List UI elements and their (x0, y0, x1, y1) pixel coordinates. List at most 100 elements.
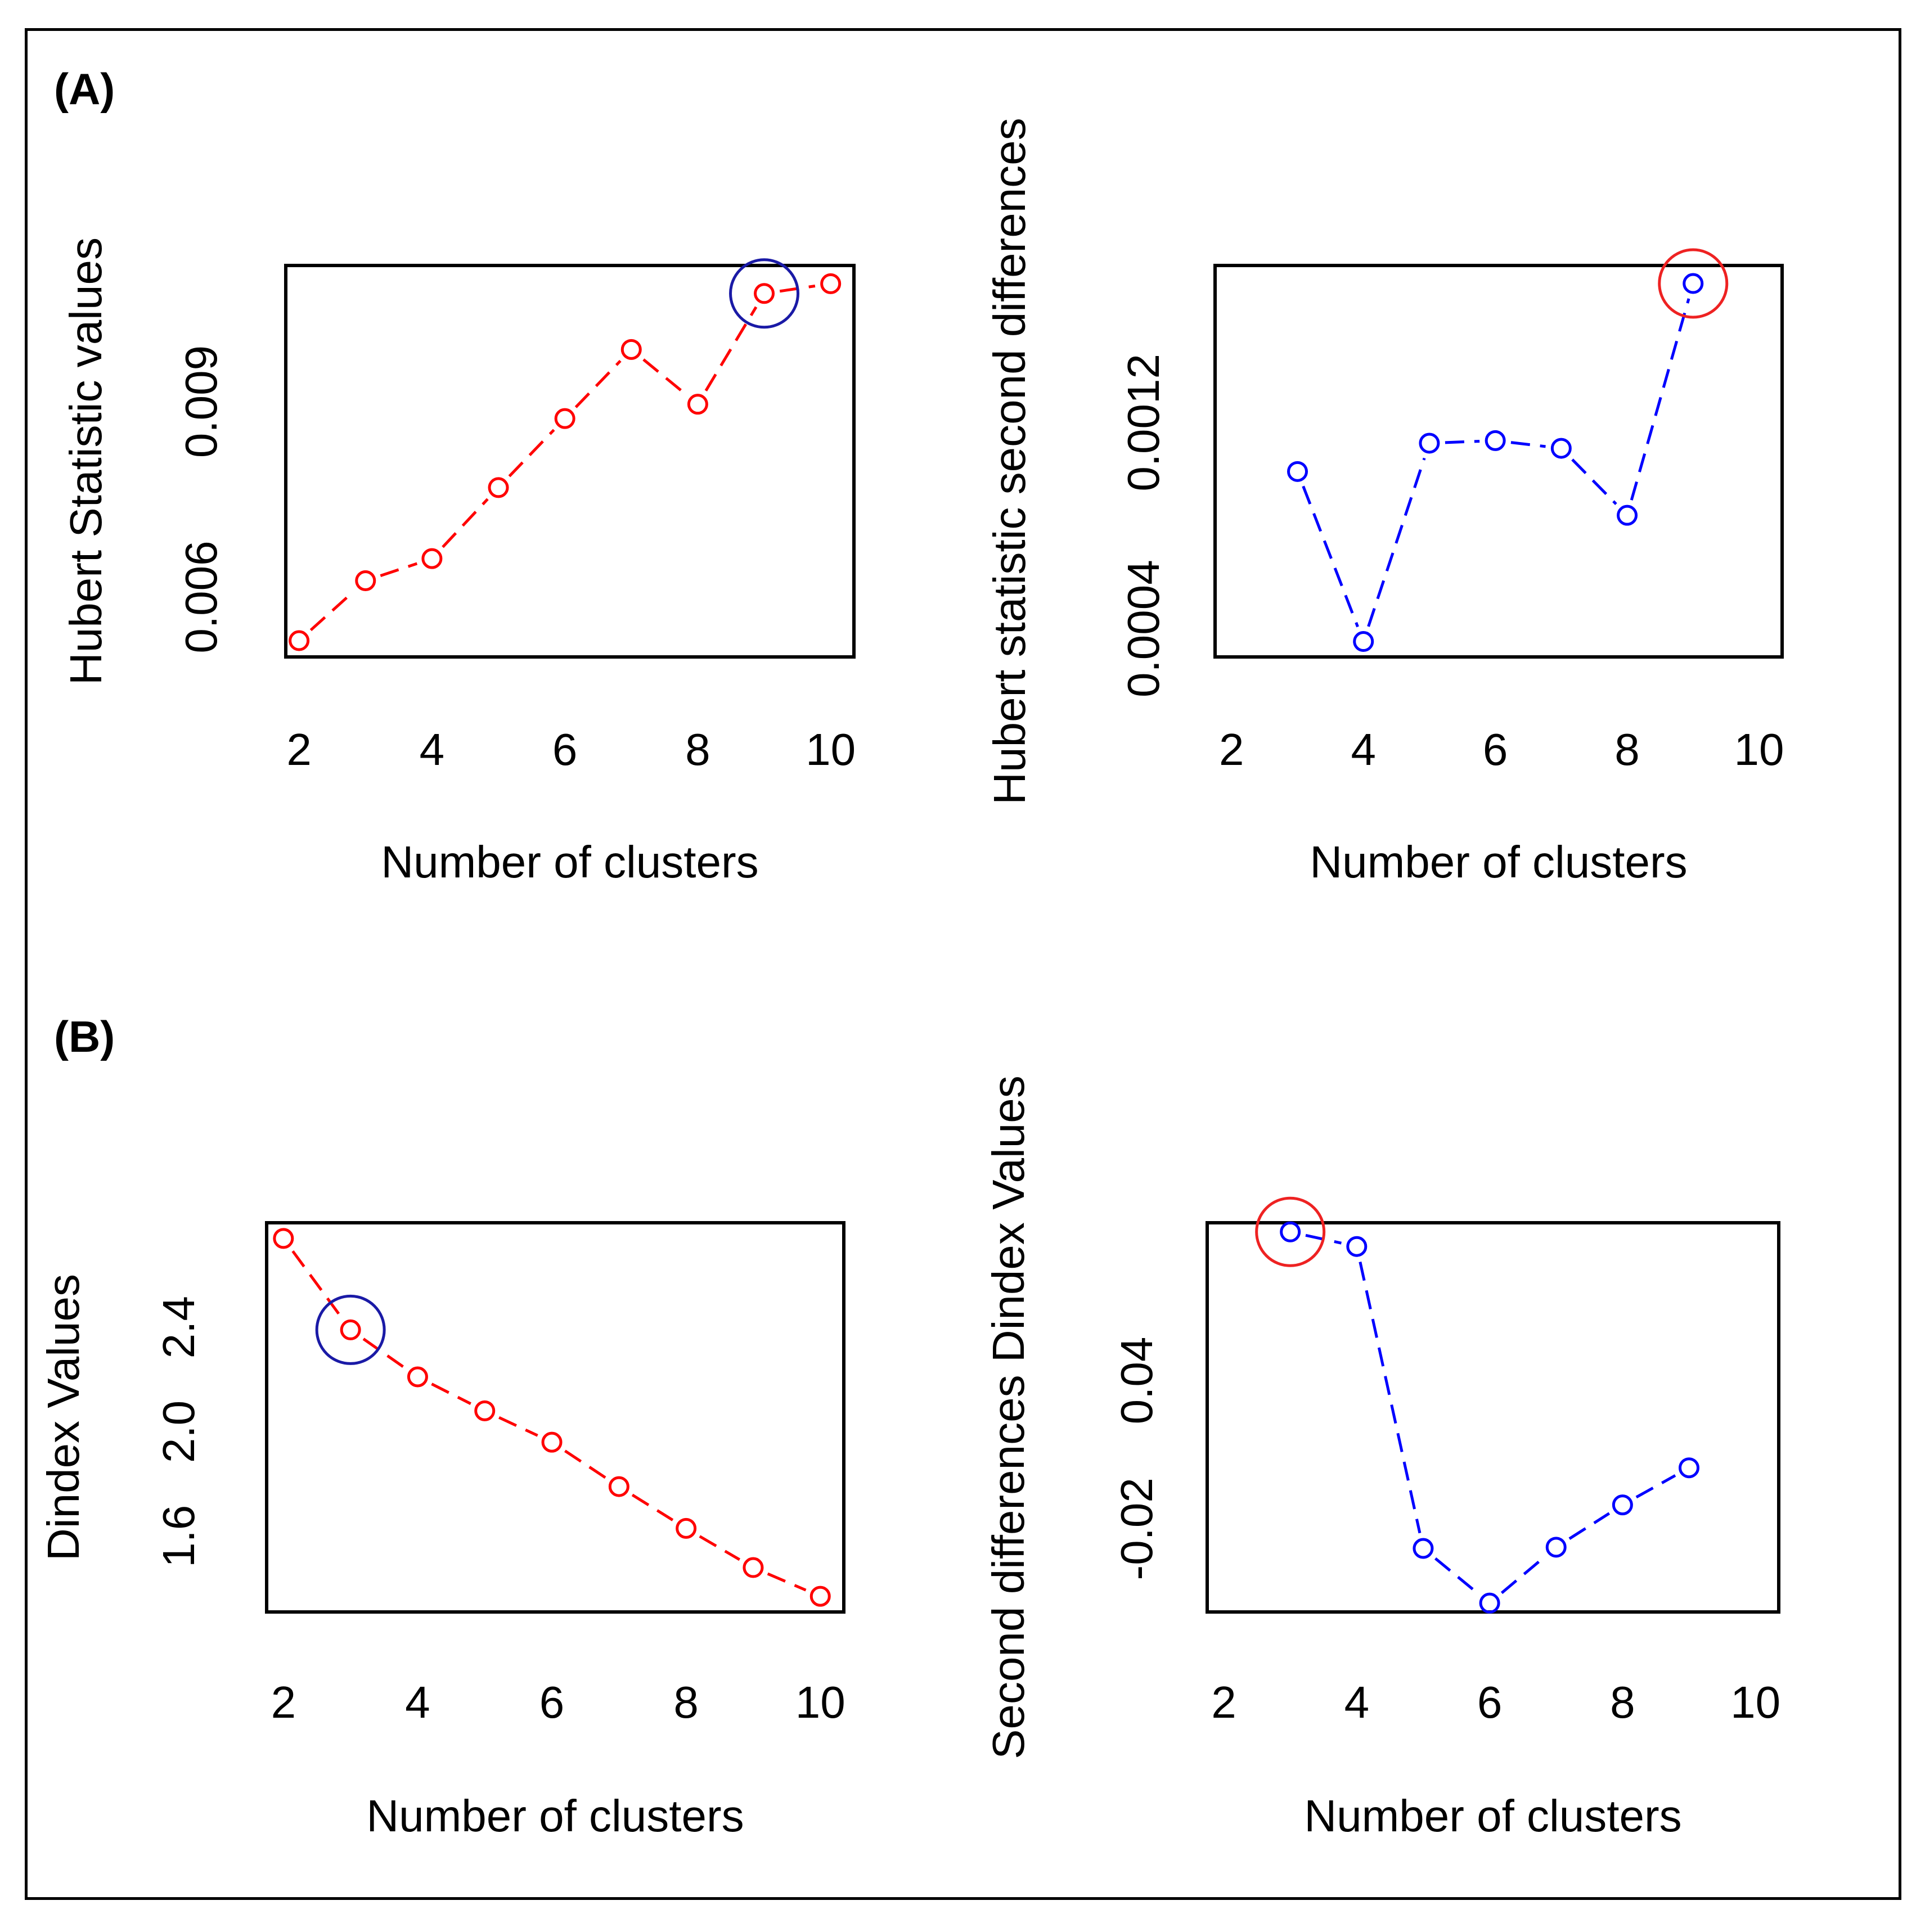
data-point (407, 1366, 428, 1388)
highlight-circle (315, 1294, 386, 1365)
series-segment (291, 1250, 343, 1318)
y-tick-label: 0.0012 (1118, 354, 1168, 492)
data-point (620, 339, 642, 360)
y-axis-label: Hubert statistic second differences (984, 118, 1035, 804)
x-tick-label: 2 (286, 724, 312, 774)
series-segment (362, 1337, 406, 1369)
highlight-circle (729, 258, 800, 329)
figure-border (25, 28, 1901, 1900)
x-tick-label: 2 (1219, 724, 1244, 774)
series-segment (1500, 1556, 1545, 1595)
y-tick-label: -0.02 (1112, 1478, 1162, 1580)
x-tick-label: 6 (1477, 1677, 1503, 1727)
data-point (1419, 433, 1440, 454)
data-point (1346, 1236, 1368, 1257)
x-tick-label: 8 (685, 724, 710, 774)
data-point (289, 630, 310, 651)
data-point (1550, 438, 1572, 459)
x-tick-label: 2 (271, 1677, 296, 1727)
y-tick-label: 0.006 (176, 541, 226, 653)
series-segment (1445, 439, 1480, 444)
data-point (541, 1431, 563, 1453)
y-tick-label: 0.009 (176, 345, 226, 458)
series-segment (1571, 458, 1617, 505)
panel-label-b: (B) (54, 1012, 115, 1061)
plot-frame (1206, 1221, 1780, 1614)
series-segment (1434, 1557, 1479, 1595)
plot-frame (1213, 264, 1784, 659)
series-segment (564, 1449, 607, 1479)
data-point (488, 477, 509, 498)
series-segment (704, 306, 758, 391)
y-tick-label: 2.0 (154, 1400, 204, 1463)
x-axis-label: Number of clusters (1304, 1791, 1681, 1841)
chart-b2: 2 4 6 8 10 -0.02 0.04 Number of clusters Second … (983, 1075, 1780, 1841)
data-point (1479, 1592, 1500, 1614)
data-point (743, 1557, 764, 1578)
plot-frame (265, 1221, 845, 1614)
y-axis-label: Dindex Values (38, 1274, 88, 1561)
data-point (421, 548, 443, 569)
plot-frame (284, 264, 856, 659)
data-point (1612, 1494, 1633, 1516)
chart-a1: 2 4 6 8 10 0.006 0.009 Number of clusters Hubert… (61, 237, 856, 887)
series-segment (1359, 1262, 1422, 1534)
series-segment (309, 590, 355, 632)
x-axis-label: Number of clusters (381, 837, 758, 887)
data-point (820, 273, 842, 294)
series-segment (1510, 441, 1546, 448)
highlight-circle (1658, 248, 1729, 319)
series-segment (699, 1535, 741, 1561)
series-segment (431, 1382, 471, 1405)
x-tick-label: 6 (552, 724, 578, 774)
data-point (1617, 505, 1638, 526)
x-axis-label: Number of clusters (1310, 837, 1687, 887)
y-tick-label: 2.4 (154, 1296, 204, 1358)
series-segment (1568, 1512, 1611, 1540)
data-point (1485, 430, 1506, 451)
data-point (676, 1517, 697, 1539)
data-point (340, 1319, 361, 1340)
x-tick-label: 8 (673, 1677, 699, 1727)
x-tick-label: 10 (806, 724, 856, 774)
x-tick-label: 2 (1211, 1677, 1236, 1727)
x-tick-label: 4 (1344, 1677, 1370, 1727)
chart-a2: 2 4 6 8 10 0.0004 0.0012 Number of clusters Hube… (984, 118, 1784, 887)
y-tick-label: 0.04 (1112, 1337, 1162, 1425)
data-point (1280, 1221, 1301, 1242)
data-point (1679, 1457, 1700, 1479)
y-axis-label: Second differences Dindex Values (983, 1075, 1033, 1759)
series-segment (1367, 457, 1426, 627)
x-tick-label: 6 (539, 1677, 565, 1727)
x-tick-label: 4 (420, 724, 445, 774)
data-point (1545, 1537, 1567, 1558)
series-segment (380, 562, 418, 578)
data-point (355, 570, 376, 592)
data-point (809, 1586, 831, 1607)
series-segment (1630, 298, 1690, 501)
series-segment (442, 498, 489, 548)
x-tick-label: 6 (1483, 724, 1508, 774)
series-segment (767, 1572, 807, 1592)
data-point (554, 408, 575, 429)
series-segment (508, 429, 555, 478)
data-point (1353, 631, 1374, 652)
y-tick-label: 0.0004 (1118, 560, 1168, 697)
y-axis-label: Hubert Statistic values (61, 237, 111, 685)
panel-label-a: (A) (54, 64, 115, 114)
series-segment (631, 1493, 674, 1521)
data-point (474, 1400, 496, 1421)
x-tick-label: 8 (1610, 1677, 1635, 1727)
data-point (1683, 273, 1704, 294)
x-axis-label: Number of clusters (366, 1791, 744, 1841)
series-segment (1635, 1474, 1676, 1499)
y-tick-label: 1.6 (154, 1505, 204, 1568)
series-segment (1302, 485, 1359, 628)
x-tick-label: 8 (1614, 724, 1640, 774)
data-point (1413, 1538, 1434, 1559)
series-segment (642, 358, 687, 395)
x-tick-label: 4 (1351, 724, 1376, 774)
x-tick-label: 4 (405, 1677, 430, 1727)
data-point (687, 394, 708, 415)
